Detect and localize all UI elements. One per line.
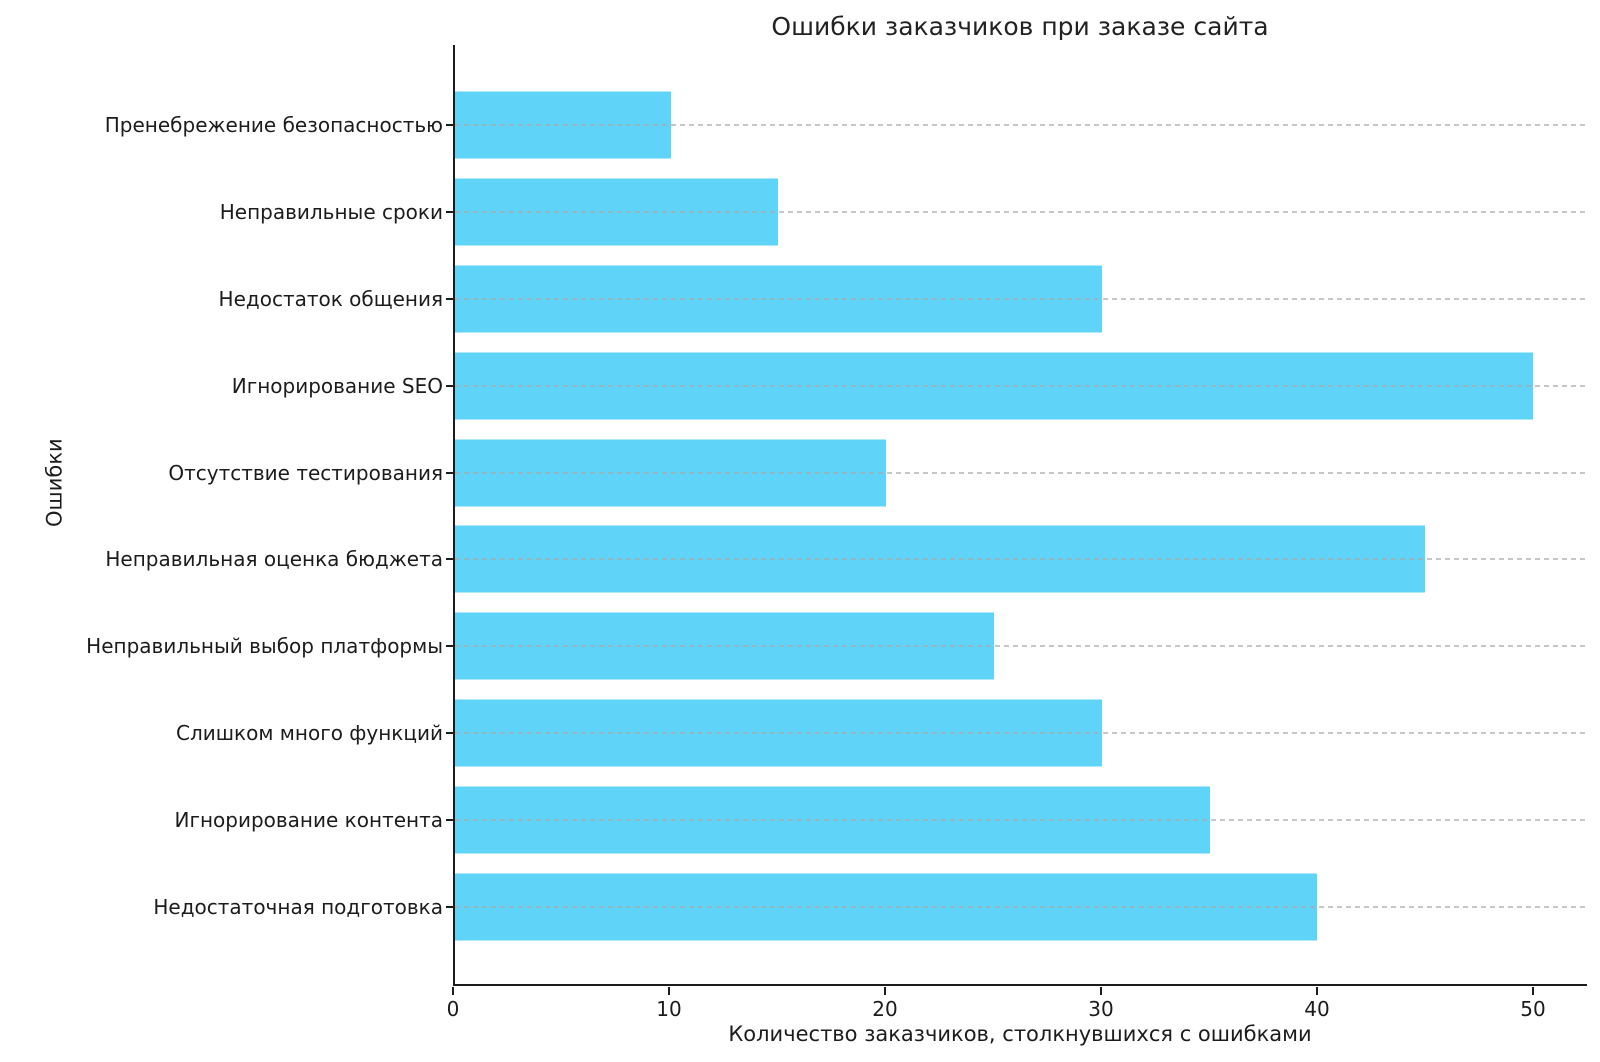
category-label: Слишком много функций bbox=[175, 720, 443, 745]
chart-title: Ошибки заказчиков при заказе сайта bbox=[771, 12, 1269, 41]
chart-row: Слишком много функций bbox=[176, 690, 1587, 777]
x-tick-mark bbox=[1532, 987, 1534, 995]
y-axis-label: Ошибки bbox=[42, 438, 67, 527]
y-tick-mark bbox=[446, 731, 454, 734]
chart-row: Недостаток общения bbox=[219, 256, 1587, 343]
plot-rows: Пренебрежение безопасностью Неправильные… bbox=[86, 45, 1587, 984]
x-tick-label: 10 bbox=[656, 997, 682, 1021]
y-tick-mark bbox=[446, 558, 454, 561]
plot-area: Пренебрежение безопасностью Неправильные… bbox=[86, 45, 1587, 986]
x-tick-label: 30 bbox=[1088, 997, 1114, 1021]
y-tick-mark bbox=[446, 645, 454, 648]
category-label: Неправильные сроки bbox=[219, 200, 443, 225]
y-tick-mark bbox=[446, 211, 454, 214]
y-tick-mark bbox=[446, 124, 454, 127]
x-tick-label: 0 bbox=[446, 997, 460, 1021]
chart-row: Неправильная оценка бюджета bbox=[105, 516, 1587, 603]
x-tick-label: 20 bbox=[872, 997, 898, 1021]
category-label: Пренебрежение безопасностью bbox=[104, 113, 443, 138]
x-tick-mark bbox=[884, 987, 886, 995]
category-label: Игнорирование SEO bbox=[231, 373, 443, 398]
x-tick-mark bbox=[668, 987, 670, 995]
gridline bbox=[455, 905, 1587, 908]
gridline bbox=[455, 558, 1587, 561]
x-tick-label: 50 bbox=[1520, 997, 1546, 1021]
gridline bbox=[455, 297, 1587, 300]
chart-row: Недостаточная подготовка bbox=[153, 863, 1587, 950]
category-label: Игнорирование контента bbox=[174, 807, 443, 832]
chart-row: Игнорирование SEO bbox=[232, 342, 1587, 429]
gridline bbox=[455, 818, 1587, 821]
x-tick-mark bbox=[452, 987, 454, 995]
category-label: Недостаточная подготовка bbox=[153, 894, 443, 919]
x-tick-mark bbox=[1316, 987, 1318, 995]
category-label: Неправильный выбор платформы bbox=[86, 634, 443, 659]
gridline bbox=[455, 124, 1587, 127]
category-label: Отсутствие тестирования bbox=[168, 460, 443, 485]
y-tick-mark bbox=[446, 818, 454, 821]
chart-row: Пренебрежение безопасностью bbox=[105, 82, 1587, 169]
y-tick-mark bbox=[446, 471, 454, 474]
gridline bbox=[455, 471, 1587, 474]
x-tick-label: 40 bbox=[1304, 997, 1330, 1021]
y-tick-mark bbox=[446, 905, 454, 908]
category-label: Неправильная оценка бюджета bbox=[105, 547, 443, 572]
chart-row: Неправильный выбор платформы bbox=[86, 603, 1587, 690]
x-tick-mark bbox=[1100, 987, 1102, 995]
gridline bbox=[455, 384, 1587, 387]
y-tick-mark bbox=[446, 384, 454, 387]
chart-row: Отсутствие тестирования bbox=[168, 429, 1587, 516]
category-label: Недостаток общения bbox=[218, 286, 443, 311]
chart-row: Игнорирование контента bbox=[174, 776, 1587, 863]
gridline bbox=[455, 645, 1587, 648]
chart-row: Неправильные сроки bbox=[220, 169, 1587, 256]
gridline bbox=[455, 211, 1587, 214]
x-axis-ticks: 0 10 20 30 40 50 bbox=[447, 986, 1587, 1026]
x-axis-label: Количество заказчиков, столкнувшихся с о… bbox=[728, 1022, 1312, 1046]
y-tick-mark bbox=[446, 297, 454, 300]
gridline bbox=[455, 731, 1587, 734]
